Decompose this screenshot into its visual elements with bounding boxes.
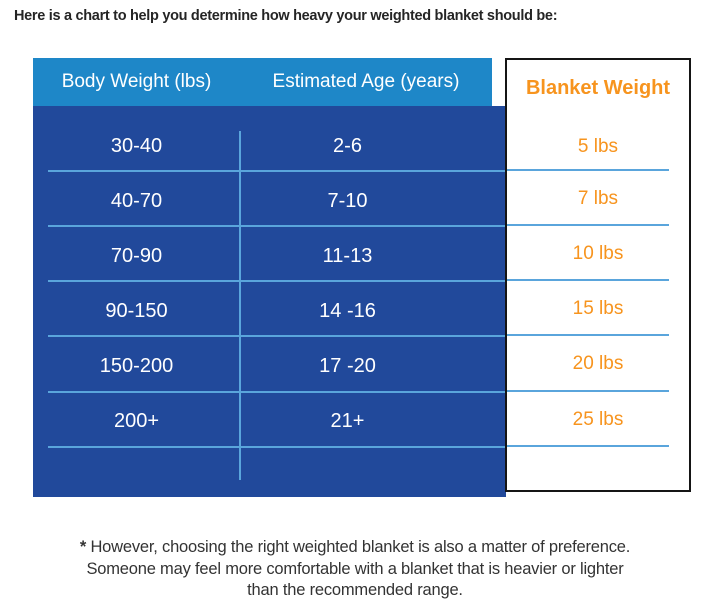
- body-weight-cell: 30-40: [110, 135, 163, 157]
- table-header-band: Body Weight (lbs) Estimated Age (years): [33, 58, 492, 106]
- age-cell: 17 -20: [319, 355, 376, 377]
- header-body-weight: Body Weight (lbs): [61, 71, 212, 92]
- blanket-weight-cell: 7 lbs: [577, 188, 619, 209]
- row-divider: [507, 390, 669, 392]
- row-divider: [507, 445, 669, 447]
- row-divider: [48, 335, 506, 337]
- table-row: 150-200 17 -20: [33, 339, 506, 394]
- table-body: 30-40 2-6 40-70 7-10 70-90 11-13 90-150 …: [33, 106, 506, 497]
- row-divider: [48, 225, 506, 227]
- row-divider: [507, 224, 669, 226]
- table-row: 200+ 21+: [33, 394, 506, 449]
- table-row: 70-90 11-13: [33, 229, 506, 284]
- footnote: * However, choosing the right weighted b…: [0, 537, 710, 602]
- row-divider: [48, 280, 506, 282]
- body-weight-cell: 90-150: [105, 300, 168, 322]
- row-divider: [48, 446, 506, 448]
- table-rows: 30-40 2-6 40-70 7-10 70-90 11-13 90-150 …: [33, 119, 506, 449]
- blanket-weight-cell: 5 lbs: [577, 136, 619, 157]
- blanket-weight-cell: 10 lbs: [572, 243, 624, 264]
- row-divider: [507, 334, 669, 336]
- age-cell: 14 -16: [319, 300, 376, 322]
- age-cell: 7-10: [327, 190, 368, 212]
- table-row: 30-40 2-6: [33, 119, 506, 174]
- body-weight-cell: 70-90: [110, 245, 163, 267]
- header-estimated-age: Estimated Age (years): [272, 71, 460, 92]
- age-cell: 2-6: [333, 135, 362, 157]
- age-cell: 11-13: [322, 245, 373, 267]
- blanket-weight-column: Blanket Weight 5 lbs 7 lbs 10 lbs 15 lbs…: [505, 58, 691, 492]
- age-cell: 21+: [330, 410, 365, 432]
- blanket-weight-cell: 15 lbs: [572, 298, 624, 319]
- blanket-weight-cell: 20 lbs: [572, 353, 624, 374]
- table-row: 90-150 14 -16: [33, 284, 506, 339]
- table-row: 40-70 7-10: [33, 174, 506, 229]
- row-divider: [507, 169, 669, 171]
- body-weight-cell: 200+: [113, 410, 160, 432]
- footnote-asterisk: *: [79, 538, 87, 556]
- column-divider: [239, 131, 241, 480]
- row-divider: [48, 170, 506, 172]
- footnote-text: However, choosing the right weighted bla…: [86, 538, 631, 599]
- blanket-weight-cell: 25 lbs: [572, 409, 624, 430]
- page-title: Here is a chart to help you determine ho…: [14, 8, 558, 24]
- body-weight-cell: 40-70: [110, 190, 163, 212]
- header-blanket-weight: Blanket Weight: [525, 76, 671, 99]
- row-divider: [507, 279, 669, 281]
- row-divider: [48, 391, 506, 393]
- body-weight-cell: 150-200: [99, 355, 174, 377]
